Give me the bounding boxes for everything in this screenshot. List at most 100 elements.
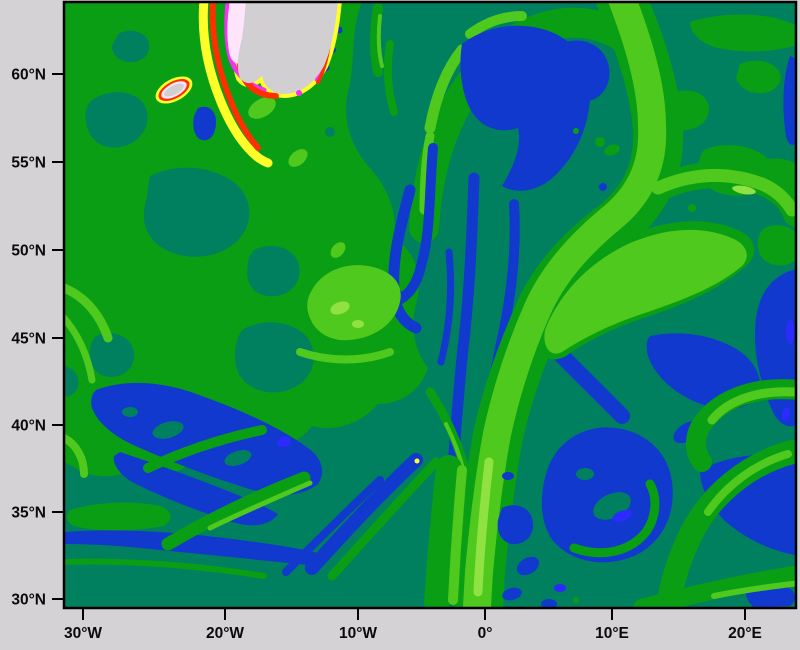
- contour-region: [152, 421, 184, 439]
- contour-region: [448, 465, 467, 605]
- contour-region: [330, 242, 346, 258]
- contour-region: [376, 14, 384, 68]
- contour-region: [595, 137, 605, 147]
- contour-region: [419, 131, 435, 215]
- land-mask: [237, 2, 338, 94]
- contour-region: [497, 505, 534, 544]
- contour-region: [783, 56, 796, 145]
- land-fringe-region: [164, 83, 184, 97]
- contour-region: [437, 248, 455, 366]
- contour-region: [573, 128, 579, 134]
- contour-region: [557, 40, 610, 102]
- lon-tick-label: 10°E: [595, 625, 629, 642]
- contour-region: [460, 25, 591, 191]
- contour-region: [786, 320, 794, 344]
- contour-region: [573, 597, 579, 603]
- lon-tick-label: 10°W: [339, 625, 377, 642]
- contour-region: [282, 476, 384, 576]
- contour-region: [736, 60, 781, 94]
- lat-tick-label: 30°N: [11, 592, 46, 609]
- contour-region: [224, 450, 252, 466]
- contour-region: [305, 453, 423, 575]
- contour-field: [64, 2, 796, 608]
- latitude-axis: 60°N 55°N 50°N 45°N 40°N 35°N 30°N: [11, 67, 64, 609]
- contour-region: [541, 599, 557, 608]
- contour-region: [122, 407, 138, 417]
- contour-region: [64, 366, 79, 397]
- longitude-axis: 30°W 20°W 10°W 0° 10°E 20°E: [64, 608, 762, 642]
- contour-region: [414, 458, 420, 464]
- contour-region: [502, 587, 522, 601]
- contour-region: [307, 265, 401, 341]
- contour-region: [325, 127, 335, 137]
- contour-region: [516, 556, 540, 576]
- contour-region: [161, 471, 311, 551]
- contour-region: [193, 106, 216, 141]
- contour-region: [248, 97, 276, 119]
- contour-region: [112, 30, 150, 63]
- contour-region: [91, 382, 323, 495]
- contour-region: [704, 450, 792, 516]
- lat-tick-label: 40°N: [11, 418, 46, 435]
- contour-region: [424, 44, 468, 134]
- contour-region: [296, 348, 394, 364]
- contour-region: [85, 92, 148, 148]
- contour-region: [64, 283, 113, 343]
- contour-region: [576, 468, 594, 480]
- contour-region: [327, 457, 441, 581]
- contour-region: [277, 436, 291, 448]
- land-fringe-region: [209, 2, 261, 151]
- contour-region: [143, 425, 267, 473]
- contour-region: [502, 472, 514, 480]
- lat-tick-label: 50°N: [11, 243, 46, 260]
- contour-region: [64, 558, 267, 579]
- lon-tick-label: 20°E: [728, 625, 762, 642]
- contour-region: [64, 530, 327, 566]
- contour-region: [781, 407, 791, 421]
- contour-region: [288, 149, 308, 167]
- lat-tick-label: 35°N: [11, 505, 46, 522]
- contour-region: [465, 11, 527, 39]
- contour-region: [688, 204, 696, 212]
- contour-region: [473, 457, 494, 597]
- contour-region: [732, 185, 756, 195]
- land-fringe-region: [198, 2, 273, 168]
- contour-region: [207, 480, 313, 531]
- contour-region: [352, 320, 364, 328]
- contour-region: [247, 245, 300, 297]
- contour-region: [234, 322, 314, 393]
- contour-region: [690, 14, 796, 52]
- land-fringe-region: [296, 90, 302, 96]
- contour-region: [757, 225, 796, 266]
- contour-region: [64, 314, 96, 384]
- contour-region: [66, 502, 171, 531]
- contour-region: [711, 580, 796, 599]
- contour-region: [599, 183, 607, 191]
- lon-tick-label: 20°W: [206, 625, 244, 642]
- contour-region: [554, 584, 566, 592]
- contour-region: [541, 427, 673, 563]
- plot-frame: [62, 0, 798, 610]
- lon-tick-label: 0°: [478, 625, 493, 642]
- contour-region: [64, 434, 88, 478]
- contour-region: [569, 479, 660, 558]
- contour-region: [707, 387, 796, 425]
- contour-region: [424, 455, 462, 608]
- land-mask-group: [155, 2, 342, 168]
- contour-region: [568, 119, 574, 125]
- contour-region: [651, 168, 796, 217]
- lat-tick-label: 45°N: [11, 331, 46, 348]
- contour-region: [330, 301, 350, 315]
- contour-region: [383, 40, 398, 116]
- contour-region: [89, 333, 135, 378]
- contour-region: [633, 565, 796, 608]
- contour-region: [143, 167, 250, 257]
- contour-region: [612, 510, 632, 522]
- lat-tick-label: 60°N: [11, 67, 46, 84]
- lat-tick-label: 55°N: [11, 155, 46, 172]
- contour-region: [604, 144, 620, 156]
- contour-region: [389, 143, 438, 307]
- contour-region: [544, 229, 747, 354]
